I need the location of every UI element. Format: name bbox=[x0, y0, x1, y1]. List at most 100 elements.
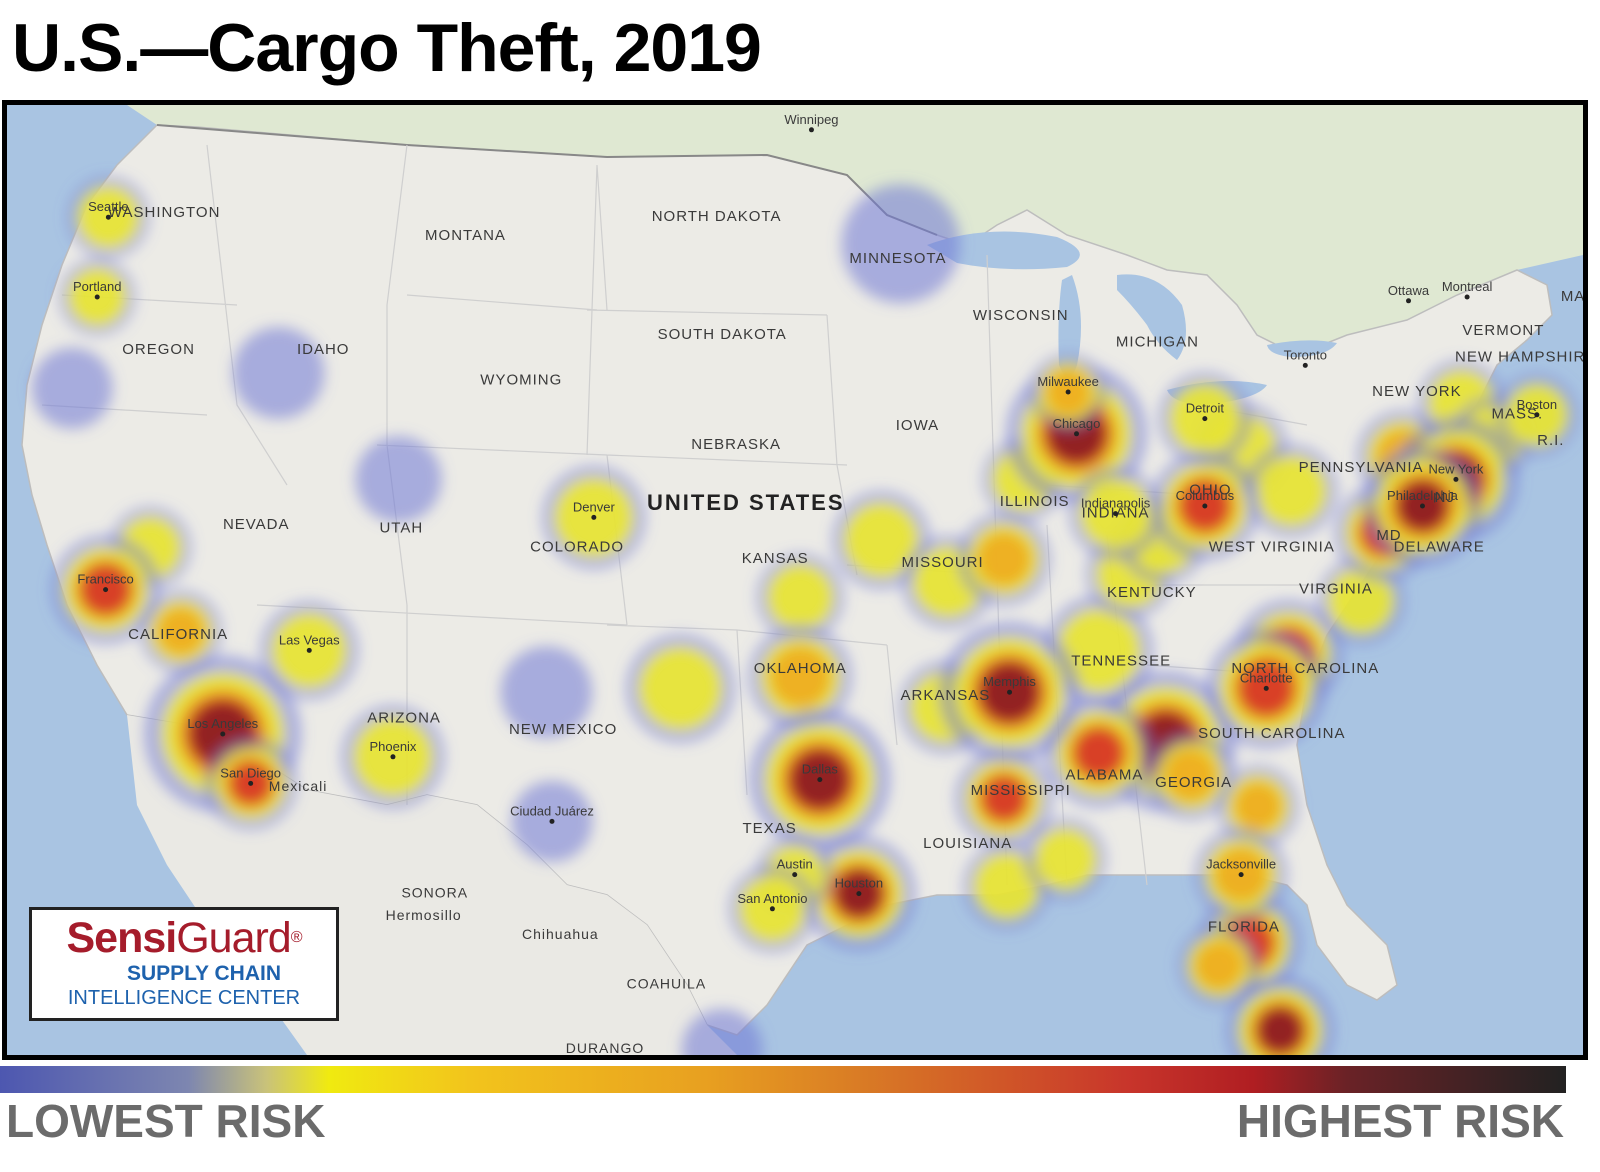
mexico-label-durango: DURANGO bbox=[566, 1040, 645, 1055]
page-title: U.S.—Cargo Theft, 2019 bbox=[12, 10, 762, 86]
heat-spot-35-ring bbox=[1194, 941, 1243, 990]
legend-high-label: HIGHEST RISK bbox=[1236, 1095, 1564, 1147]
state-label-arkansas: ARKANSAS bbox=[901, 687, 991, 704]
logo-line2: INTELLIGENCE CENTER bbox=[67, 987, 301, 1009]
state-label-delaware: DELAWARE bbox=[1394, 539, 1485, 556]
city-label-jacksonville: Jacksonville bbox=[1206, 857, 1276, 872]
state-label-mississippi: MISSISSIPPI bbox=[971, 782, 1071, 799]
heat-spot-28-ring bbox=[1327, 567, 1395, 635]
heat-spot-12-ring bbox=[976, 532, 1032, 587]
state-label-md: MD bbox=[1376, 527, 1401, 544]
city-label-francisco: Francisco bbox=[77, 572, 133, 587]
state-label-r-i-: R.I. bbox=[1537, 432, 1564, 449]
state-label-maine: MAINE bbox=[1561, 288, 1583, 305]
mexico-label-chihuahua: Chihuahua bbox=[522, 926, 599, 942]
heat-spot-7 bbox=[626, 634, 735, 743]
heat-spot-36 bbox=[681, 1008, 763, 1055]
heat-spot-23-ring bbox=[973, 852, 1041, 920]
heat-spot-1-ring bbox=[31, 347, 113, 429]
legend-color-bar bbox=[0, 1066, 1566, 1093]
logo-registered: ® bbox=[290, 929, 303, 946]
state-label-kansas: KANSAS bbox=[742, 550, 809, 567]
state-label-iowa: IOWA bbox=[896, 417, 939, 434]
mexico-label-hermosillo: Hermosillo bbox=[386, 907, 462, 923]
city-dot-boston bbox=[1534, 412, 1540, 418]
logo-brand: SensiGuard® bbox=[32, 914, 336, 962]
state-label-mass-: MASS. bbox=[1491, 406, 1543, 423]
state-label-alabama: ALABAMA bbox=[1065, 767, 1143, 784]
heat-spot-11 bbox=[749, 625, 852, 729]
city-dot-seattle bbox=[105, 214, 111, 220]
mexico-label-coahuila: COAHUILA bbox=[627, 976, 707, 992]
city-label-denver: Denver bbox=[573, 499, 616, 514]
state-label-kentucky: KENTUCKY bbox=[1107, 584, 1197, 601]
state-label-tennessee: TENNESSEE bbox=[1071, 653, 1171, 670]
canada-land bbox=[67, 105, 1583, 355]
city-label-seattle: Seattle bbox=[88, 199, 128, 214]
label-layer: WASHINGTON OREGON MONTANA IDAHO WYOMING NEVAD… bbox=[73, 112, 1583, 1055]
heat-spot-0 bbox=[841, 184, 961, 304]
state-label-utah: UTAH bbox=[379, 520, 423, 537]
logo-line1: SUPPLY CHAIN bbox=[126, 962, 282, 985]
mexico-label-sonora: SONORA bbox=[401, 884, 468, 900]
state-label-georgia: GEORGIA bbox=[1155, 774, 1232, 791]
heat-spot-25 bbox=[1147, 732, 1235, 819]
map-frame[interactable]: WASHINGTON OREGON MONTANA IDAHO WYOMING NEVAD… bbox=[2, 100, 1588, 1060]
state-label-montana: MONTANA bbox=[425, 227, 506, 244]
heat-spot-24 bbox=[1024, 818, 1106, 900]
city-dot-milwaukee bbox=[1065, 389, 1071, 395]
city-label-columbus: Columbus bbox=[1176, 488, 1235, 503]
heat-spot-3 bbox=[355, 436, 442, 523]
state-label-new-mexico: NEW MEXICO bbox=[509, 721, 617, 738]
city-label-chicago: Chicago bbox=[1053, 416, 1101, 431]
state-label-missouri: MISSOURI bbox=[901, 554, 983, 571]
city-dot-las-vegas bbox=[306, 647, 312, 653]
logo-brand-part2: Guard bbox=[176, 914, 292, 962]
city-label-austin: Austin bbox=[777, 857, 813, 872]
city-label-milwaukee: Milwaukee bbox=[1037, 374, 1098, 389]
city-dot-montreal bbox=[1464, 294, 1470, 300]
heat-spot-3-ring bbox=[355, 436, 442, 523]
heat-spot-21-ring bbox=[980, 775, 1028, 822]
city-dot-jacksonville bbox=[1238, 872, 1244, 878]
city-dot-toronto bbox=[1302, 362, 1308, 368]
legend-low-label: LOWEST RISK bbox=[6, 1095, 326, 1147]
state-label-oregon: OREGON bbox=[122, 341, 195, 358]
heat-spot-6 bbox=[500, 646, 593, 739]
state-label-louisiana: LOUISIANA bbox=[923, 835, 1012, 852]
state-label-virginia: VIRGINIA bbox=[1299, 580, 1373, 597]
heat-spot-12 bbox=[958, 513, 1050, 606]
city-label-ottawa: Ottawa bbox=[1388, 283, 1430, 298]
map-canvas[interactable]: WASHINGTON OREGON MONTANA IDAHO WYOMING NEVAD… bbox=[7, 105, 1583, 1055]
city-label-philadelphia: Philadelphia bbox=[1387, 488, 1459, 503]
state-label-nevada: NEVADA bbox=[223, 516, 290, 533]
city-label-charlotte: Charlotte bbox=[1240, 670, 1293, 685]
heat-spot-14-ring bbox=[1056, 608, 1141, 693]
city-dot-francisco bbox=[103, 587, 109, 593]
heat-spot-9 bbox=[832, 491, 930, 589]
state-label-west-virginia: WEST VIRGINIA bbox=[1209, 539, 1335, 556]
state-label-ohio: OHIO bbox=[1189, 482, 1231, 499]
logo-brand-part1: Sensi bbox=[66, 914, 177, 962]
city-label-phoenix: Phoenix bbox=[369, 739, 416, 754]
heat-spot-20 bbox=[1044, 699, 1153, 807]
city-label-houston: Houston bbox=[835, 876, 883, 891]
state-label-minnesota: MINNESOTA bbox=[849, 250, 946, 267]
heat-spot-26 bbox=[1217, 765, 1299, 847]
state-label-florida: FLORIDA bbox=[1208, 919, 1280, 936]
heat-spot-35 bbox=[1178, 925, 1260, 1007]
city-label-boston: Boston bbox=[1517, 397, 1557, 412]
city-dot-phoenix bbox=[390, 754, 396, 760]
city-dot-philadelphia bbox=[1419, 503, 1425, 509]
city-dot-charlotte bbox=[1263, 685, 1269, 691]
state-label-north-dakota: NORTH DAKOTA bbox=[652, 208, 782, 225]
heat-spot-6-ring bbox=[500, 646, 593, 739]
heat-spot-2-ring bbox=[232, 327, 325, 419]
heat-spot-11-ring bbox=[769, 646, 831, 708]
city-dot-san-diego bbox=[248, 780, 254, 786]
heat-spot-0-ring bbox=[841, 184, 961, 304]
heat-spot-18-ring bbox=[1255, 455, 1328, 527]
city-label-las-vegas: Las Vegas bbox=[279, 632, 340, 647]
state-label-wisconsin: WISCONSIN bbox=[973, 307, 1069, 324]
city-label-san-diego: San Diego bbox=[220, 765, 281, 780]
